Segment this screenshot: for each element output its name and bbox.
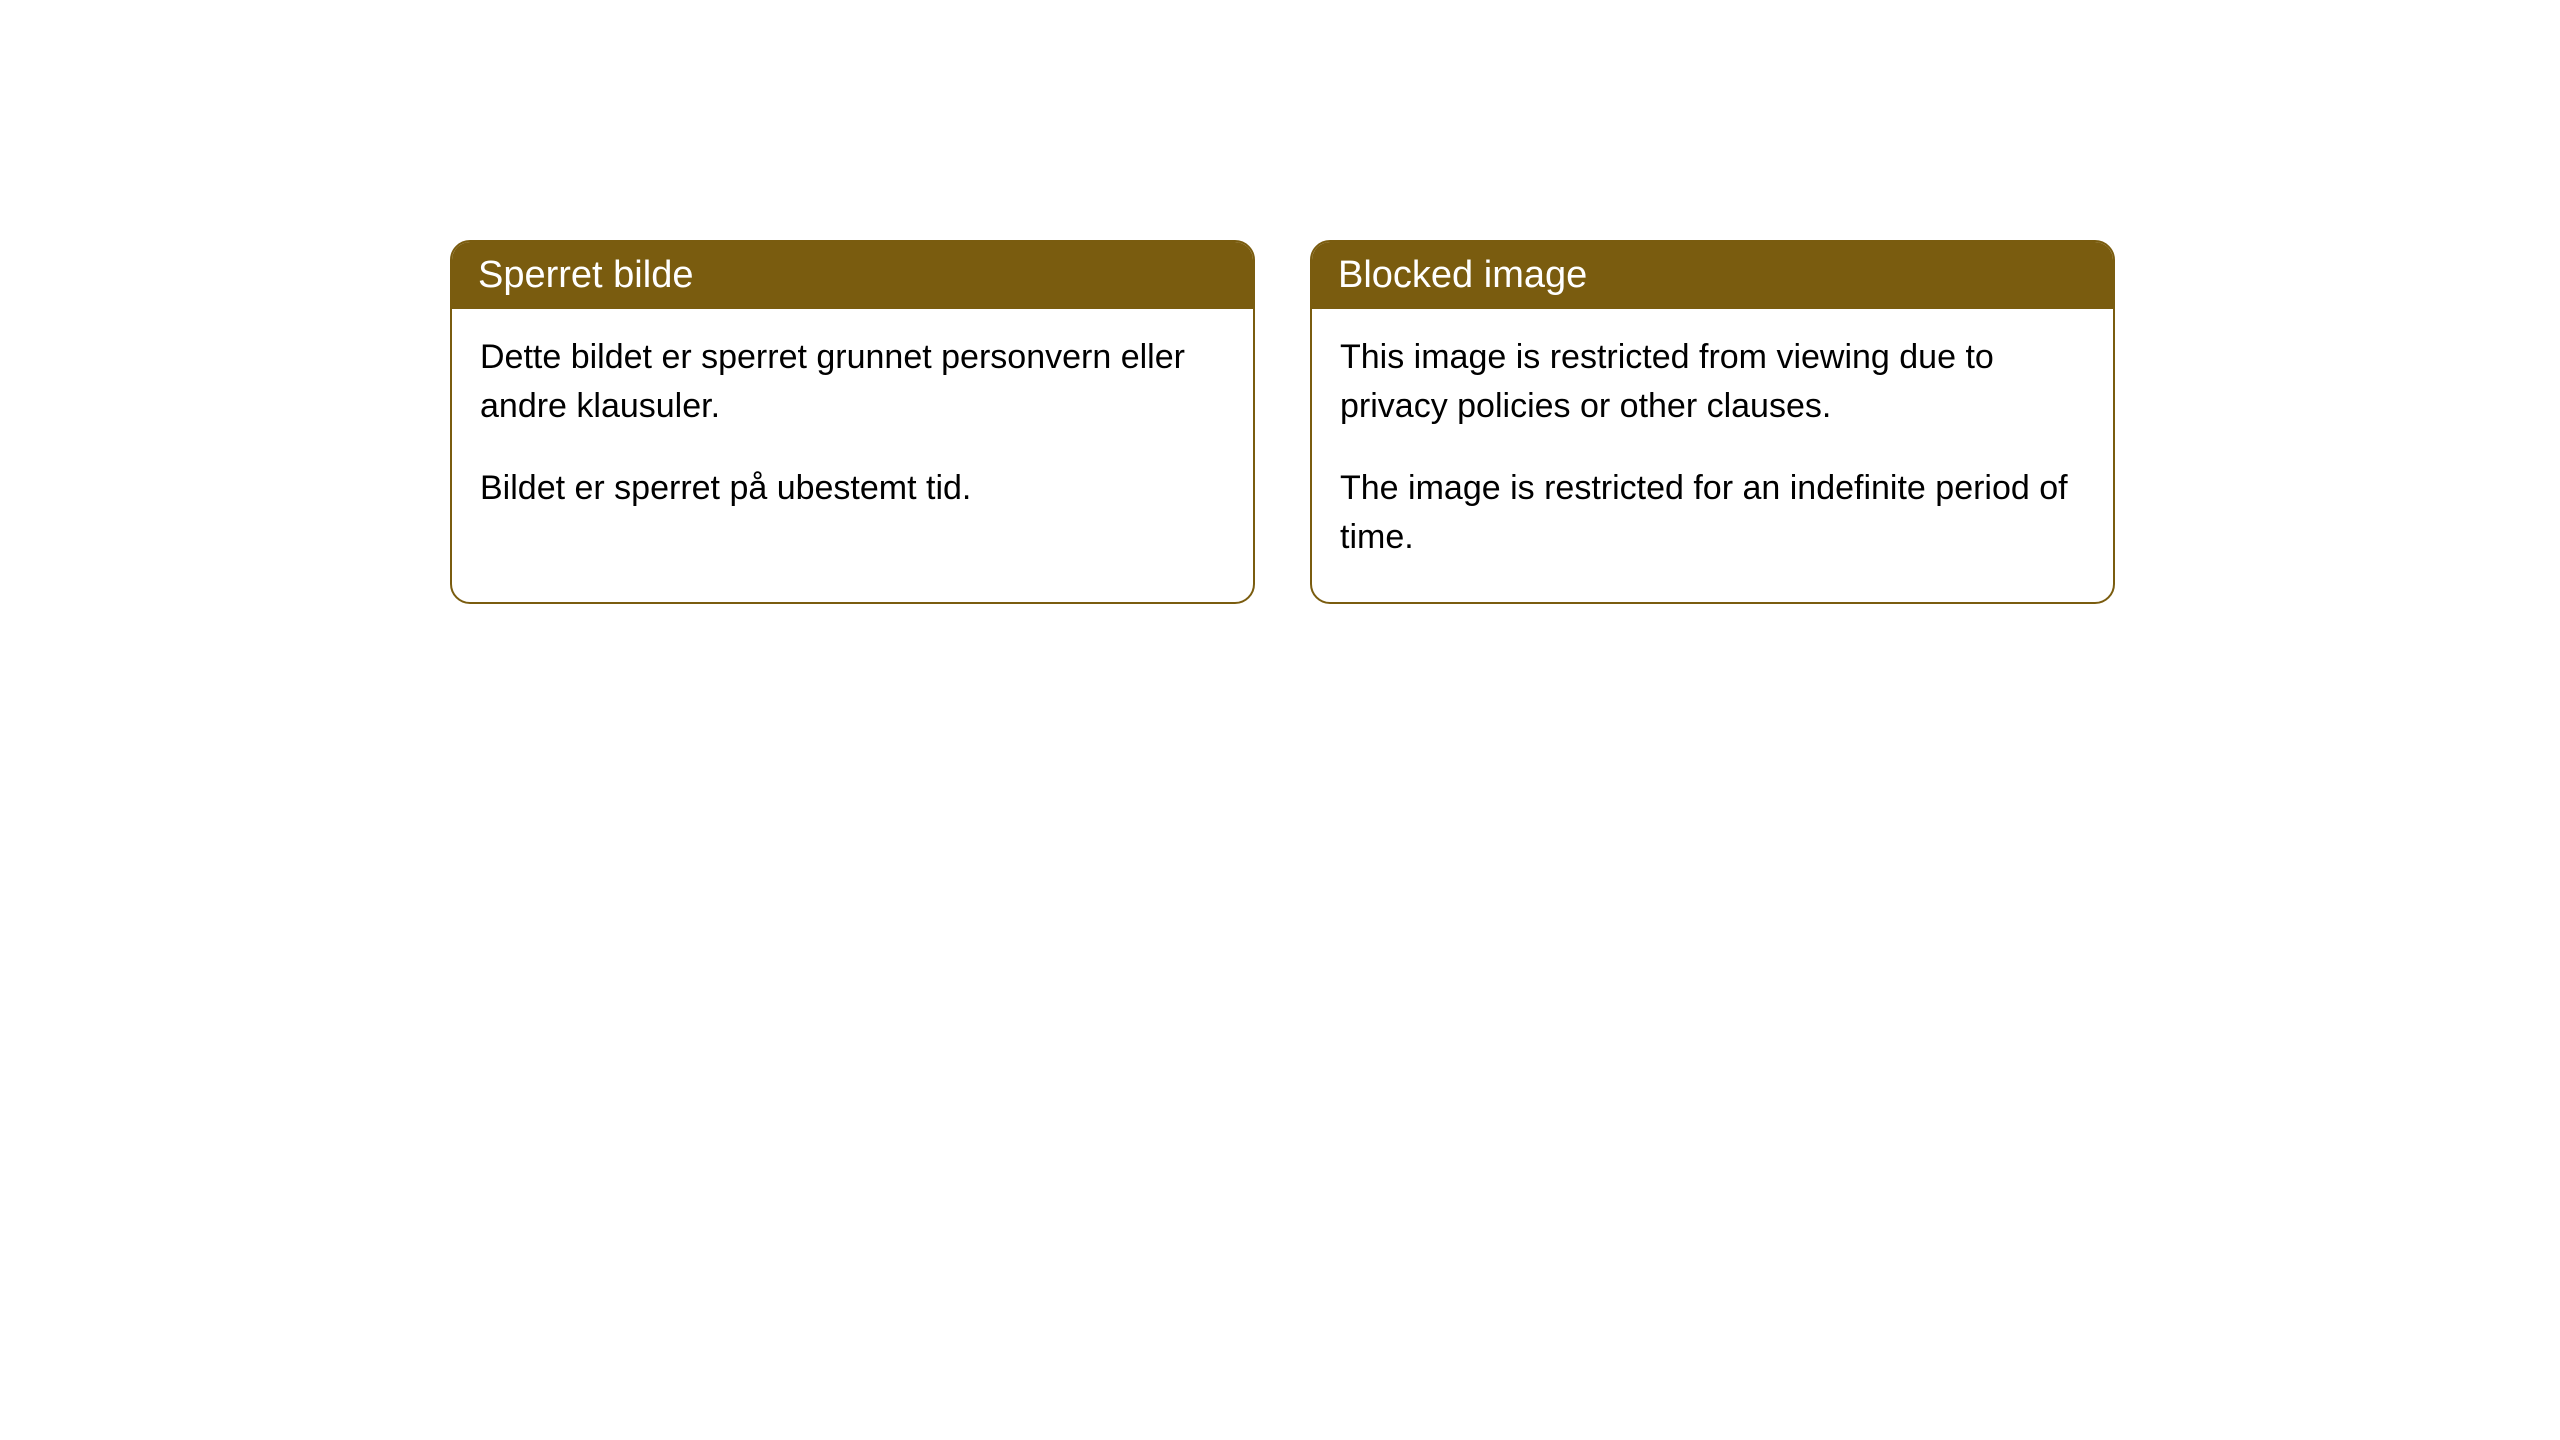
card-paragraph: Dette bildet er sperret grunnet personve…	[480, 333, 1225, 432]
card-paragraph: Bildet er sperret på ubestemt tid.	[480, 464, 1225, 513]
notice-cards-container: Sperret bilde Dette bildet er sperret gr…	[450, 240, 2560, 604]
notice-card-norwegian: Sperret bilde Dette bildet er sperret gr…	[450, 240, 1255, 604]
card-header: Blocked image	[1312, 242, 2113, 309]
notice-card-english: Blocked image This image is restricted f…	[1310, 240, 2115, 604]
card-paragraph: This image is restricted from viewing du…	[1340, 333, 2085, 432]
card-paragraph: The image is restricted for an indefinit…	[1340, 464, 2085, 563]
card-header: Sperret bilde	[452, 242, 1253, 309]
card-body: Dette bildet er sperret grunnet personve…	[452, 309, 1253, 553]
card-body: This image is restricted from viewing du…	[1312, 309, 2113, 602]
